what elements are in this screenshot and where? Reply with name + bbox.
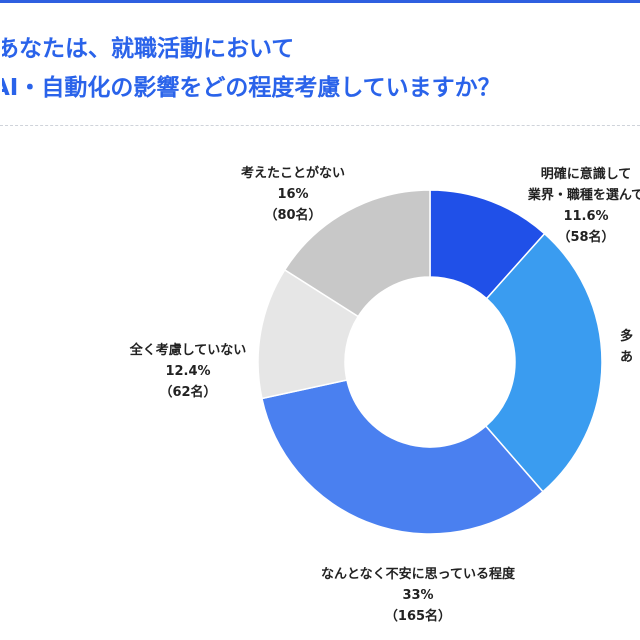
title-line-1: あなたは、就職活動において	[2, 36, 295, 62]
label-considered-cut: 多 あ	[620, 326, 640, 368]
label-vaguely-anxious-text: なんとなく不安に思っている程度	[321, 567, 515, 582]
label-never-thought: 考えたことがない 16% （80名）	[208, 163, 378, 226]
label-never-thought-pct: 16%	[277, 187, 309, 202]
label-not-considered: 全く考慮していない 12.4% （62名）	[98, 340, 278, 403]
dashed-divider	[0, 125, 640, 126]
label-explicitly-considered-count: （58名）	[557, 230, 615, 245]
label-vaguely-anxious-pct: 33%	[402, 588, 434, 603]
label-considered-cut-line1: 多	[620, 329, 634, 344]
label-vaguely-anxious-count: （165名）	[384, 609, 452, 624]
label-never-thought-count: （80名）	[264, 208, 322, 223]
title-line-2: AI・自動化の影響をどの程度考慮していますか？	[2, 75, 501, 101]
label-considered-cut-line2: あ	[620, 350, 634, 365]
label-explicitly-considered-line2: 業界・職種を選んで	[527, 188, 640, 203]
slice-considered-cut	[484, 232, 603, 493]
label-vaguely-anxious: なんとなく不安に思っている程度 33% （165名）	[288, 564, 548, 627]
label-explicitly-considered: 明確に意識して 業界・職種を選んで 11.6% （58名）	[496, 164, 640, 248]
label-not-considered-count: （62名）	[159, 385, 217, 400]
top-accent-border	[0, 0, 640, 3]
label-never-thought-text: 考えたことがない	[240, 166, 345, 181]
label-explicitly-considered-line1: 明確に意識して	[540, 167, 632, 182]
slice-vaguely-anxious	[261, 379, 544, 535]
label-not-considered-pct: 12.4%	[165, 364, 211, 379]
slice-never-thought	[283, 189, 431, 318]
label-not-considered-text: 全く考慮していない	[129, 343, 247, 358]
label-explicitly-considered-pct: 11.6%	[563, 209, 609, 224]
survey-question-title: あなたは、就職活動において AI・自動化の影響をどの程度考慮していますか？	[2, 30, 638, 108]
